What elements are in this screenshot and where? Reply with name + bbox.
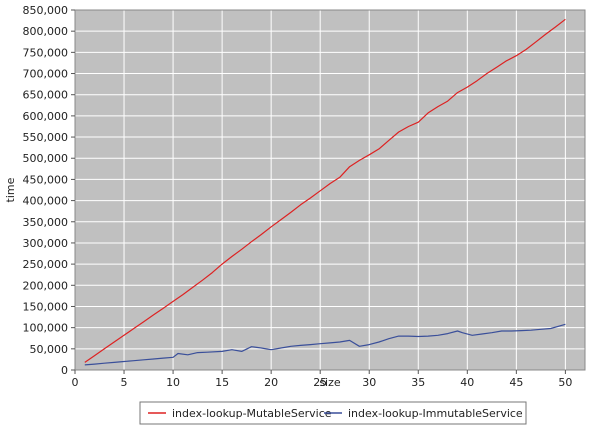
x-tick-label: 5 [121,376,128,389]
series-line-0 [84,18,566,363]
x-tick-label: 0 [72,376,79,389]
y-tick-label: 50,000 [30,343,69,356]
y-tick-label: 450,000 [23,173,69,186]
y-tick-label: 800,000 [23,25,69,38]
y-tick-label: 350,000 [23,216,69,229]
y-tick-label: 700,000 [23,68,69,81]
x-tick-label: 30 [362,376,376,389]
y-tick-label: 550,000 [23,131,69,144]
legend-label-1: index-lookup-ImmutableService [348,407,523,420]
y-tick-label: 250,000 [23,258,69,271]
y-tick-label: 100,000 [23,322,69,335]
series-layer [84,18,566,366]
x-tick-label: 25 [313,376,327,389]
y-tick-label: 750,000 [23,46,69,59]
y-tick-label: 150,000 [23,300,69,313]
x-tick-label: 40 [460,376,474,389]
x-tick-label: 15 [215,376,229,389]
x-tick-label: 45 [509,376,523,389]
x-tick-label: 35 [411,376,425,389]
legend-label-0: index-lookup-MutableService [172,407,332,420]
series-line-1 [84,323,566,366]
legend: index-lookup-MutableService index-lookup-… [139,401,527,425]
y-tick-label: 500,000 [23,152,69,165]
y-tick-label: 400,000 [23,195,69,208]
y-tick-label: 300,000 [23,237,69,250]
y-tick-label: 850,000 [23,4,69,17]
y-tick-label: 600,000 [23,110,69,123]
y-tick-label: 650,000 [23,89,69,102]
x-tick-label: 20 [264,376,278,389]
y-axis-title: time [4,177,17,202]
x-axis-title: size [319,376,341,389]
grid-lines [74,9,586,371]
y-axis-ticks: 0 50,000 100,000 150,000 200,000 250,000 300,0… [23,4,75,377]
x-axis-ticks: 0 5 10 15 20 25 30 35 40 45 50 [72,370,572,389]
plot-border [74,9,586,371]
x-tick-label: 50 [558,376,572,389]
x-tick-label: 10 [166,376,180,389]
y-tick-label: 200,000 [23,279,69,292]
y-tick-label: 0 [61,364,68,377]
